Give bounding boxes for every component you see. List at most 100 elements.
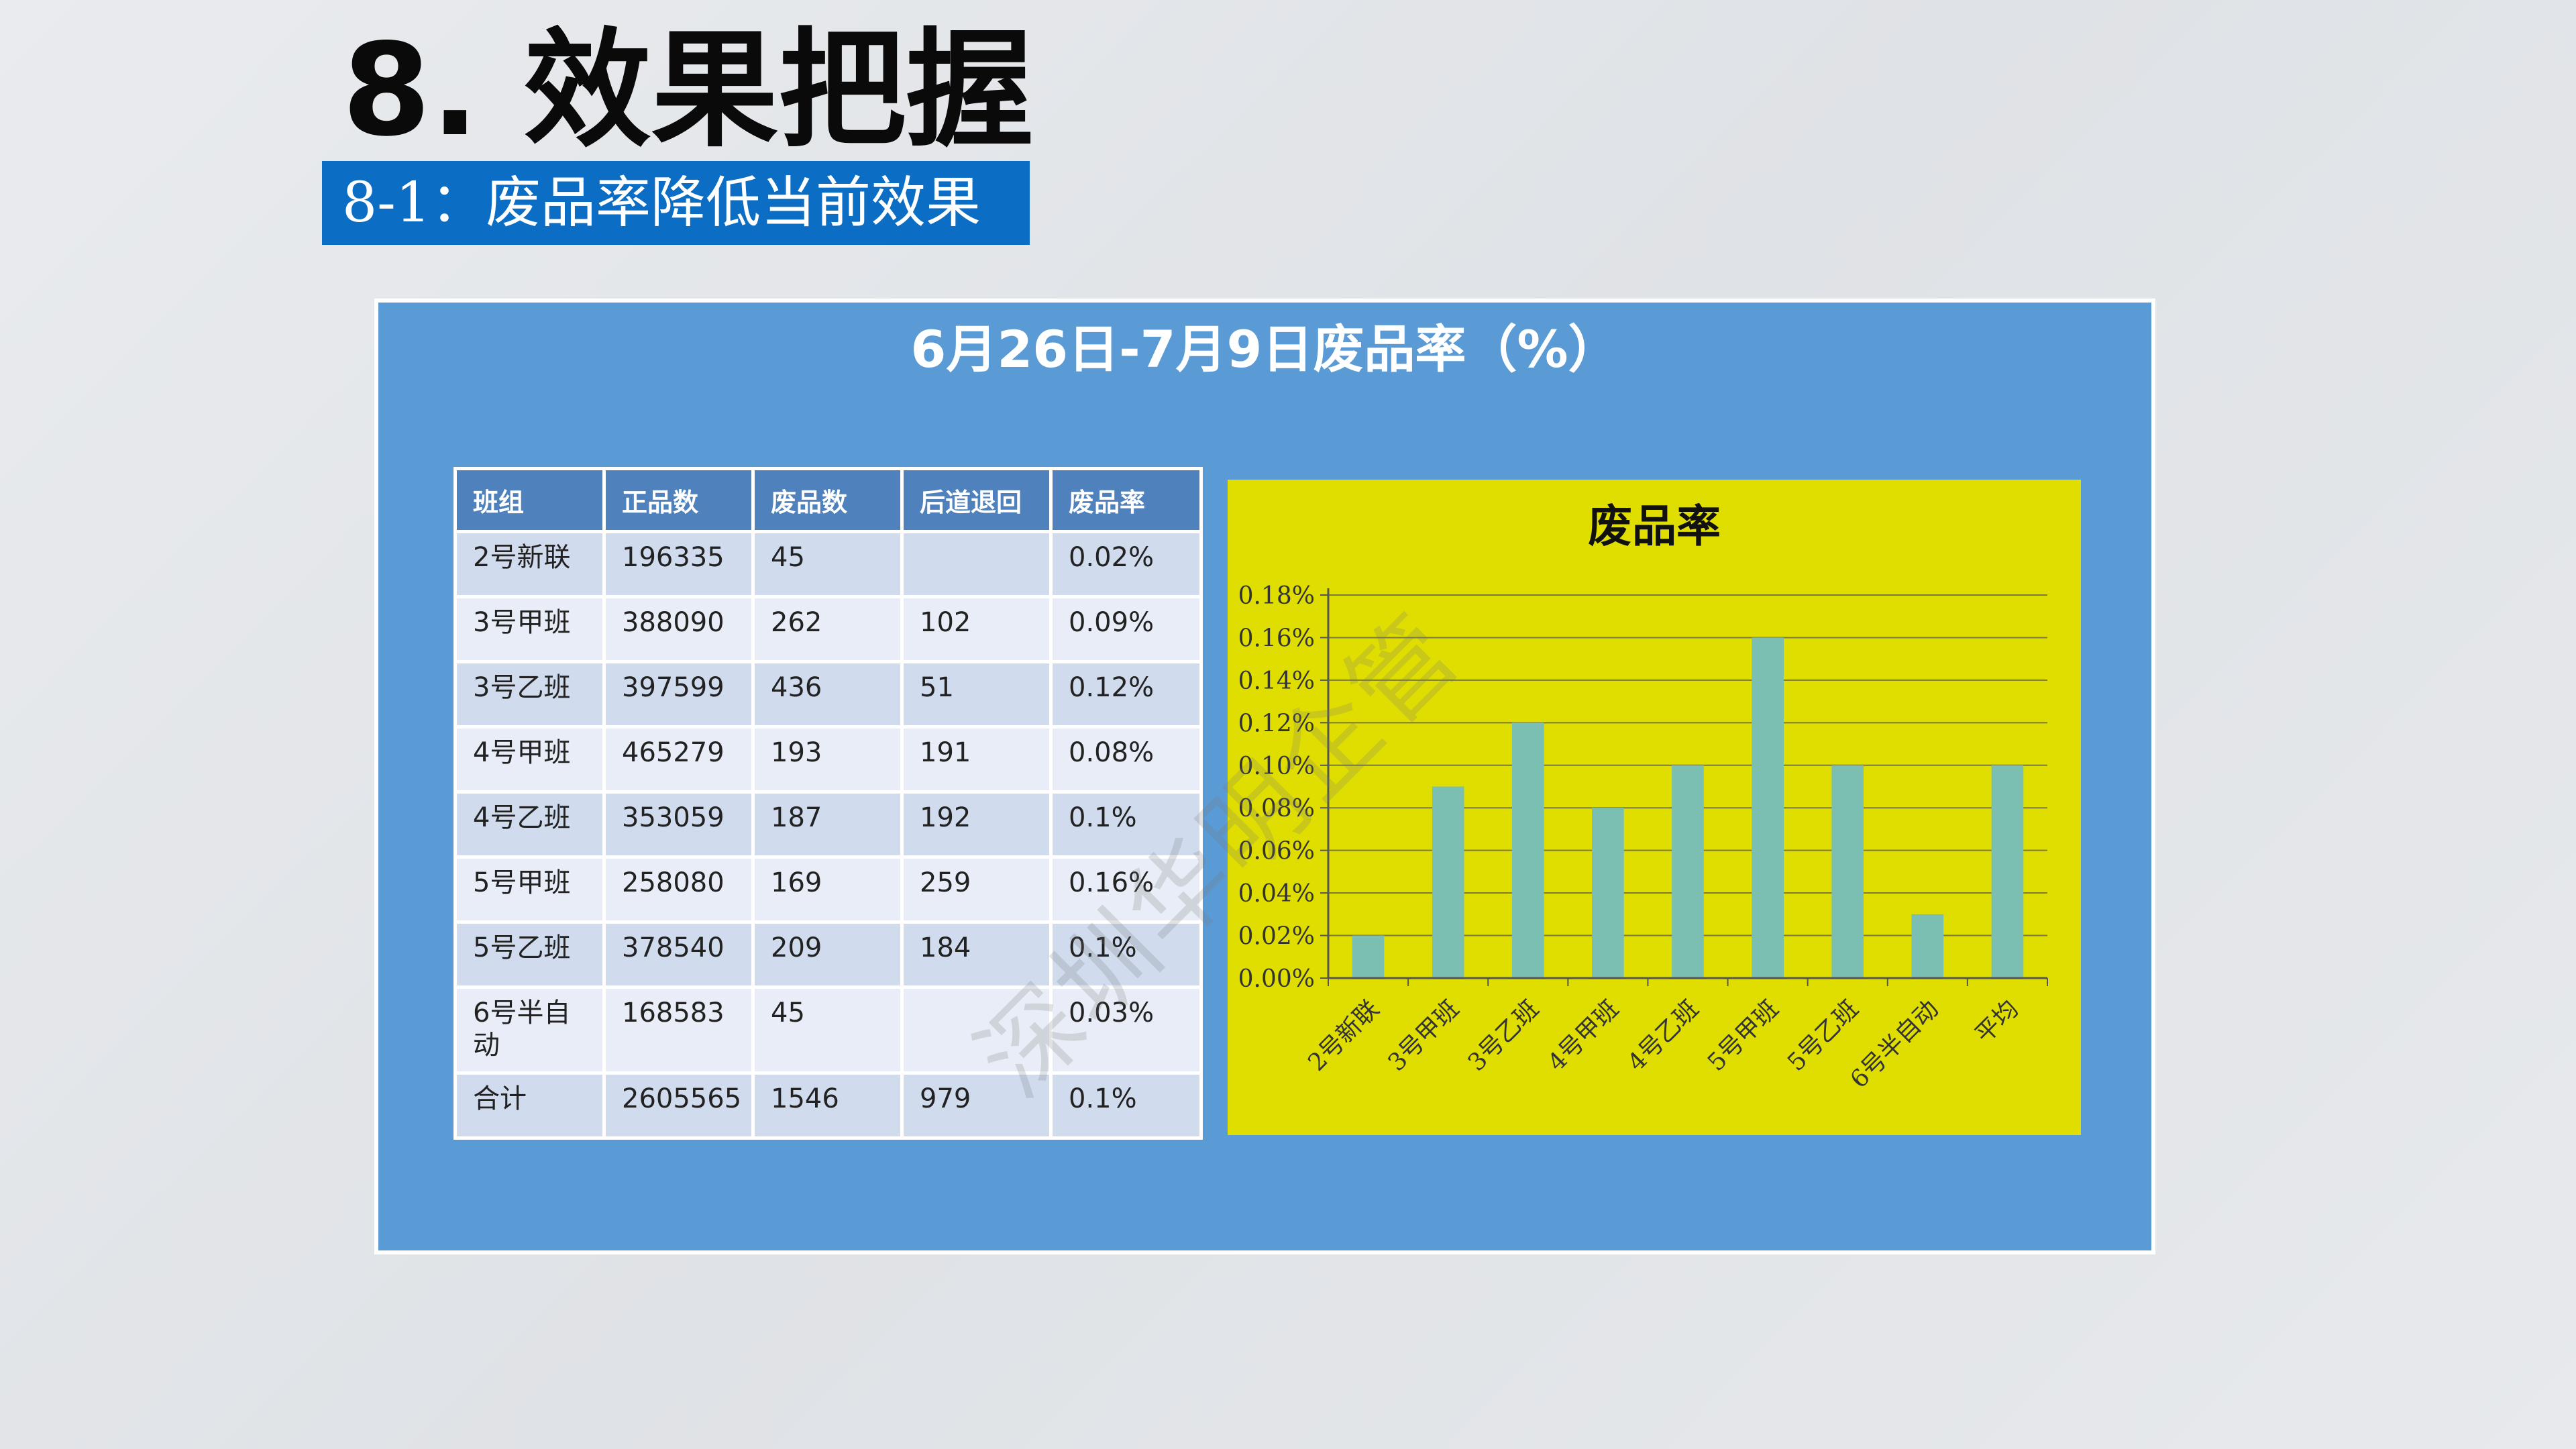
y-tick-labels: 0.00% 0.02% 0.04% 0.06% 0.08% 0.10% 0.12% 0.14%… xyxy=(1238,582,1315,993)
bar xyxy=(1511,722,1544,978)
bar xyxy=(1991,765,2024,978)
header-scrap-count: 废品数 xyxy=(751,467,904,533)
cell-returned: 184 xyxy=(900,920,1053,989)
cell-returned xyxy=(900,985,1053,1075)
y-tick-label: 0.12% xyxy=(1238,710,1315,737)
cell-scrap-count: 193 xyxy=(751,725,904,794)
cell-scrap-count: 45 xyxy=(751,530,904,598)
x-tick-label: 3号甲班 xyxy=(1383,995,1464,1077)
cell-scrap-rate: 0.1% xyxy=(1049,920,1203,989)
y-tick-label: 0.00% xyxy=(1238,965,1315,993)
cell-team: 3号乙班 xyxy=(453,660,606,729)
y-tick-label: 0.18% xyxy=(1238,582,1315,610)
header-scrap-rate: 废品率 xyxy=(1049,467,1203,533)
cell-scrap-rate: 0.16% xyxy=(1049,855,1203,924)
header-good-count: 正品数 xyxy=(602,467,755,533)
content-panel: 6月26日-7月9日废品率（%） 班组 正品数 废品数 后道退回 废品率 2号新… xyxy=(374,299,2155,1254)
cell-returned: 51 xyxy=(900,660,1053,729)
table-row: 3号甲班 388090 262 102 0.09% xyxy=(453,595,1203,663)
cell-scrap-rate: 0.12% xyxy=(1049,660,1203,729)
cell-scrap-count: 45 xyxy=(751,985,904,1075)
cell-good-count: 353059 xyxy=(602,790,755,859)
x-tick-label: 3号乙班 xyxy=(1463,995,1545,1077)
bar xyxy=(1752,637,1784,978)
cell-scrap-count: 262 xyxy=(751,595,904,663)
y-tick-label: 0.08% xyxy=(1238,795,1315,822)
y-tick-label: 0.06% xyxy=(1238,838,1315,865)
header-team: 班组 xyxy=(453,467,606,533)
cell-good-count: 465279 xyxy=(602,725,755,794)
cell-team: 3号甲班 xyxy=(453,595,606,663)
table-row: 5号甲班 258080 169 259 0.16% xyxy=(453,855,1203,924)
axes xyxy=(1320,588,2048,986)
bar xyxy=(1672,765,1704,978)
table-row: 5号乙班 378540 209 184 0.1% xyxy=(453,920,1203,989)
cell-good-count: 168583 xyxy=(602,985,755,1075)
cell-scrap-rate: 0.1% xyxy=(1049,1071,1203,1140)
cell-team: 5号乙班 xyxy=(453,920,606,989)
cell-returned: 102 xyxy=(900,595,1053,663)
bar xyxy=(1911,914,1944,978)
y-tick-label: 0.10% xyxy=(1238,753,1315,780)
scrap-rate-chart: 废品率 0.00% 0.02% 0.04% 0.06% 0.08% 0.10% 0.12% 0… xyxy=(1228,480,2081,1135)
bar xyxy=(1592,808,1624,978)
x-tick-label: 4号乙班 xyxy=(1623,995,1705,1077)
bar xyxy=(1432,786,1464,978)
table-row: 4号乙班 353059 187 192 0.1% xyxy=(453,790,1203,859)
bars xyxy=(1352,637,2024,978)
cell-returned: 192 xyxy=(900,790,1053,859)
cell-returned: 259 xyxy=(900,855,1053,924)
y-tick-label: 0.14% xyxy=(1238,667,1315,695)
cell-good-count: 388090 xyxy=(602,595,755,663)
cell-scrap-rate: 0.02% xyxy=(1049,530,1203,598)
cell-team: 2号新联 xyxy=(453,530,606,598)
x-tick-label: 4号甲班 xyxy=(1543,995,1625,1077)
cell-returned: 979 xyxy=(900,1071,1053,1140)
y-tick-label: 0.16% xyxy=(1238,625,1315,652)
header-returned: 后道退回 xyxy=(900,467,1053,533)
cell-scrap-count: 169 xyxy=(751,855,904,924)
cell-scrap-count: 436 xyxy=(751,660,904,729)
y-tick-label: 0.04% xyxy=(1238,880,1315,908)
table-row: 3号乙班 397599 436 51 0.12% xyxy=(453,660,1203,729)
panel-title: 6月26日-7月9日废品率（%） xyxy=(910,319,1619,379)
slide-title: 8. 效果把握 xyxy=(342,16,1034,164)
x-tick-label: 5号甲班 xyxy=(1703,995,1784,1077)
x-tick-label: 平均 xyxy=(1970,995,2024,1049)
cell-returned: 191 xyxy=(900,725,1053,794)
cell-scrap-rate: 0.1% xyxy=(1049,790,1203,859)
bar-chart-svg: 废品率 0.00%0.02%0.04%0.06%0.08%0.10%0.12%0… xyxy=(1238,500,2048,1093)
x-tick-label: 6号半自动 xyxy=(1845,995,1944,1093)
cell-good-count: 378540 xyxy=(602,920,755,989)
cell-scrap-count: 187 xyxy=(751,790,904,859)
cell-scrap-rate: 0.09% xyxy=(1049,595,1203,663)
cell-good-count: 196335 xyxy=(602,530,755,598)
cell-good-count: 397599 xyxy=(602,660,755,729)
cell-team: 4号甲班 xyxy=(453,725,606,794)
y-tick-label: 0.02% xyxy=(1238,923,1315,951)
cell-returned xyxy=(900,530,1053,598)
cell-team: 5号甲班 xyxy=(453,855,606,924)
cell-team: 合计 xyxy=(453,1071,606,1140)
table-header-row: 班组 正品数 废品数 后道退回 废品率 xyxy=(453,467,1203,533)
table-row: 6号半自动 168583 45 0.03% xyxy=(453,985,1203,1075)
x-tick-label: 2号新联 xyxy=(1303,995,1385,1077)
table-row-total: 合计 2605565 1546 979 0.1% xyxy=(453,1071,1203,1140)
scrap-rate-table: 班组 正品数 废品数 后道退回 废品率 2号新联 196335 45 0.02%… xyxy=(453,467,1203,1140)
cell-scrap-rate: 0.08% xyxy=(1049,725,1203,794)
cell-scrap-count: 209 xyxy=(751,920,904,989)
subtitle-banner: 8-1：废品率降低当前效果 xyxy=(322,161,1030,245)
bar xyxy=(1831,765,1864,978)
cell-team: 4号乙班 xyxy=(453,790,606,859)
cell-scrap-count: 1546 xyxy=(751,1071,904,1140)
x-tick-label: 5号乙班 xyxy=(1782,995,1864,1077)
table-row: 2号新联 196335 45 0.02% xyxy=(453,530,1203,598)
chart-title: 废品率 xyxy=(1588,500,1721,552)
table-row: 4号甲班 465279 193 191 0.08% xyxy=(453,725,1203,794)
cell-good-count: 258080 xyxy=(602,855,755,924)
cell-team: 6号半自动 xyxy=(453,985,606,1075)
cell-good-count: 2605565 xyxy=(602,1071,755,1140)
bar xyxy=(1352,935,1385,978)
cell-scrap-rate: 0.03% xyxy=(1049,985,1203,1075)
